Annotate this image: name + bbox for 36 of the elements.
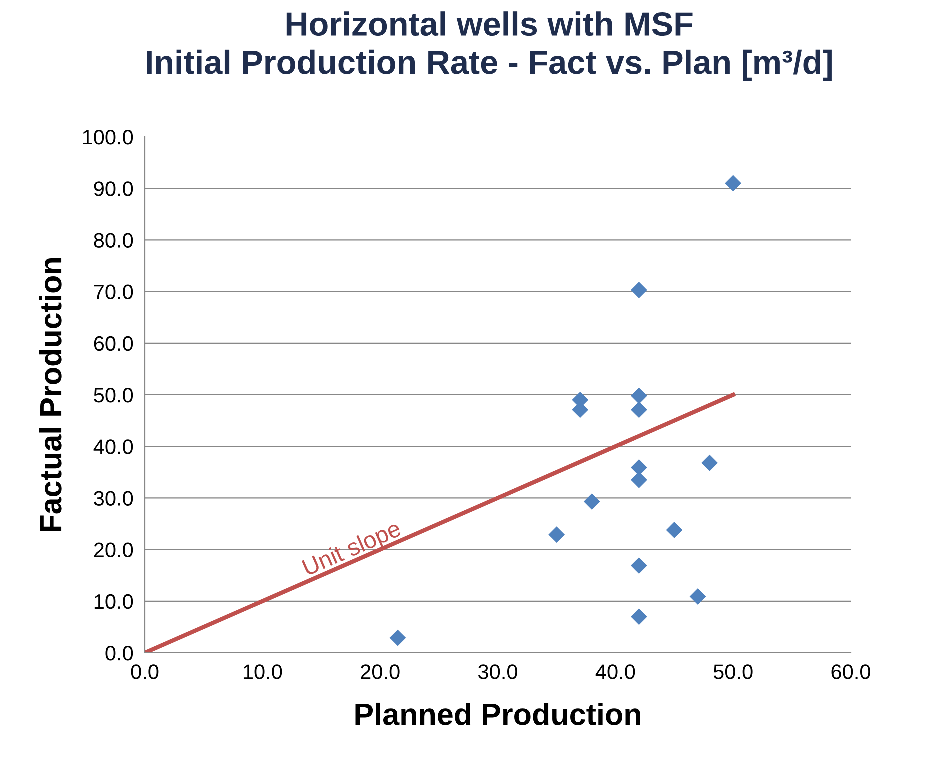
y-tick-label: 0.0 [106, 646, 134, 661]
x-tick-label: 0.0 [131, 664, 159, 680]
chart-title: Horizontal wells with MSF Initial Production Rate - Fact vs. Plan [m³/d] [147, 12, 832, 81]
point [725, 175, 742, 192]
annotation: Unit slope [302, 519, 404, 580]
point [630, 558, 648, 574]
y-tick-label: 10.0 [94, 594, 134, 610]
x-axis-title: Planned Production [356, 702, 640, 726]
y-tick-label: 30.0 [94, 491, 134, 506]
point [390, 630, 406, 646]
x-tick-label: 10.0 [244, 664, 282, 680]
point [630, 460, 648, 476]
point [548, 526, 566, 544]
y-tick-label: 40.0 [94, 440, 134, 454]
point [666, 522, 683, 538]
point [630, 282, 648, 298]
y-tick-label: 70.0 [94, 284, 134, 300]
x-tick-label: 30.0 [478, 664, 518, 680]
point [630, 472, 648, 488]
point [690, 588, 706, 605]
point [702, 454, 718, 472]
x-tick-label: 60.0 [832, 664, 870, 680]
x-tick-label: 20.0 [361, 664, 400, 680]
point [630, 388, 648, 404]
y-tick-label: 60.0 [94, 336, 134, 352]
y-tick-label: 20.0 [94, 542, 134, 558]
x-tick-label: 50.0 [714, 664, 753, 680]
point [630, 402, 648, 418]
y-tick-label: 100.0 [83, 130, 134, 145]
y-tick-label: 80.0 [94, 233, 134, 248]
point [630, 608, 648, 626]
y-axis-title: Factual Production [39, 258, 62, 532]
x-tick-label: 40.0 [596, 664, 636, 680]
y-tick-label: 90.0 [94, 182, 134, 196]
y-tick-label: 50.0 [94, 388, 134, 403]
point [584, 494, 600, 510]
